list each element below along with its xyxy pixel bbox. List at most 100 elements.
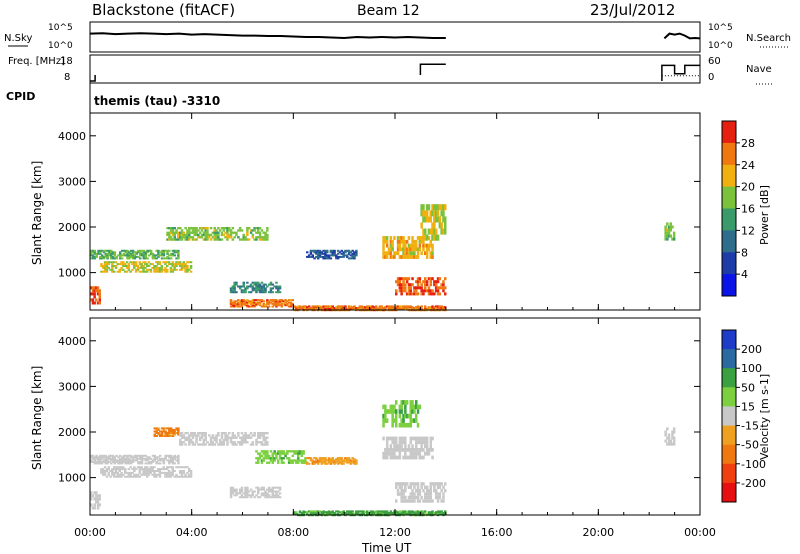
- data-cell: [384, 510, 387, 513]
- data-cell: [398, 289, 402, 293]
- data-cell: [144, 252, 147, 255]
- data-cell: [342, 459, 345, 462]
- data-cell: [164, 427, 167, 430]
- data-cell: [378, 510, 382, 513]
- data-cell: [124, 468, 127, 471]
- data-cell: [316, 460, 320, 463]
- data-cell: [142, 251, 146, 254]
- data-cell: [96, 497, 100, 501]
- data-cell: [349, 459, 353, 462]
- data-cell: [191, 441, 195, 444]
- data-cell: [93, 462, 97, 465]
- data-cell: [100, 263, 103, 266]
- data-cell: [240, 301, 244, 304]
- data-cell: [255, 494, 258, 497]
- data-cell: [220, 432, 224, 435]
- data-cell: [133, 475, 136, 478]
- data-cell: [672, 442, 676, 446]
- data-cell: [402, 455, 405, 460]
- data-cell: [266, 454, 269, 458]
- data-cell: [316, 305, 320, 308]
- data-cell: [433, 216, 436, 223]
- data-cell: [264, 304, 267, 307]
- data-cell: [149, 460, 153, 463]
- data-cell: [333, 249, 336, 252]
- data-cell: [409, 251, 412, 256]
- data-cell: [188, 470, 191, 472]
- data-cell: [389, 247, 393, 252]
- data-cell: [222, 441, 225, 444]
- data-cell: [258, 488, 262, 491]
- data-cell: [137, 249, 140, 252]
- data-cell: [347, 249, 351, 252]
- data-cell: [287, 301, 291, 304]
- data-cell: [418, 511, 422, 514]
- data-cell: [171, 229, 175, 232]
- data-cell: [97, 249, 100, 252]
- data-cell: [425, 234, 429, 241]
- data-cell: [136, 473, 140, 476]
- data-cell: [217, 443, 220, 446]
- data-cell: [309, 251, 313, 254]
- data-cell: [149, 252, 153, 255]
- data-cell: [407, 485, 411, 489]
- data-cell: [411, 482, 414, 486]
- data-cell: [177, 432, 180, 434]
- data-cell: [264, 436, 267, 439]
- data-cell: [257, 229, 260, 232]
- data-cell: [240, 436, 244, 439]
- data-cell: [400, 422, 403, 428]
- data-cell: [105, 263, 109, 266]
- data-cell: [231, 434, 235, 437]
- data-cell: [195, 233, 198, 237]
- data-cell: [287, 450, 291, 453]
- data-cell: [209, 238, 213, 241]
- data-cell: [273, 285, 276, 288]
- data-cell: [104, 456, 107, 459]
- data-cell: [188, 436, 191, 439]
- data-cell: [124, 460, 127, 463]
- colorbar-segment: [722, 349, 736, 369]
- data-cell: [142, 249, 146, 252]
- data-cell: [420, 204, 423, 211]
- data-cell: [246, 227, 249, 230]
- data-cell: [104, 252, 107, 255]
- data-cell: [95, 457, 98, 460]
- data-cell: [235, 492, 238, 495]
- data-cell: [351, 306, 354, 309]
- data-cell: [189, 432, 193, 435]
- data-cell: [213, 438, 216, 442]
- data-cell: [409, 289, 412, 293]
- data-cell: [262, 438, 265, 442]
- data-cell: [344, 458, 347, 461]
- data-cell: [249, 231, 253, 234]
- data-cell: [264, 454, 267, 458]
- data-cell: [155, 456, 158, 459]
- data-cell: [395, 280, 398, 284]
- data-cell: [136, 268, 140, 271]
- data-cell: [407, 292, 411, 296]
- data-cell: [169, 252, 173, 255]
- data-cell: [162, 430, 166, 433]
- freq-left-tick-top: 18: [60, 56, 73, 67]
- data-cell: [327, 460, 331, 463]
- data-cell: [278, 488, 282, 491]
- data-cell: [155, 268, 158, 271]
- data-cell: [342, 254, 345, 257]
- data-cell: [246, 287, 249, 290]
- data-cell: [238, 441, 242, 444]
- data-cell: [416, 255, 420, 259]
- data-cell: [346, 457, 349, 460]
- data-cell: [168, 257, 171, 260]
- data-cell: [213, 227, 216, 230]
- data-cell: [440, 283, 443, 287]
- data-cell: [297, 457, 300, 460]
- data-cell: [175, 229, 178, 232]
- data-cell: [409, 448, 412, 452]
- data-cell: [384, 455, 387, 460]
- data-cell: [257, 231, 260, 234]
- data-cell: [155, 270, 158, 273]
- data-cell: [395, 440, 398, 445]
- data-cell: [148, 254, 151, 257]
- data-cell: [320, 461, 324, 464]
